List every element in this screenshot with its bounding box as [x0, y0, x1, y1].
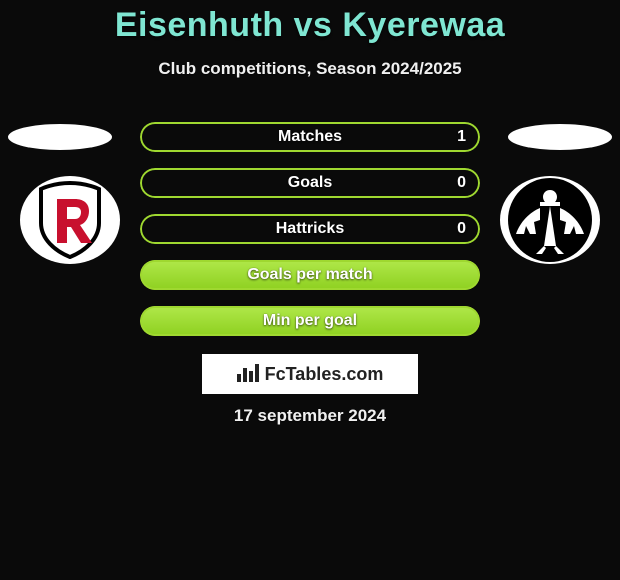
chart-icon [237, 362, 259, 387]
stat-label: Matches [140, 122, 480, 152]
team-right-crest [500, 176, 600, 264]
stat-row-hattricks: Hattricks 0 [140, 214, 480, 244]
stat-label: Min per goal [140, 306, 480, 336]
page-subtitle: Club competitions, Season 2024/2025 [0, 59, 620, 79]
stat-right-value: 1 [457, 122, 466, 152]
player-right-photo [508, 124, 612, 150]
team-left-crest [20, 176, 120, 264]
stat-label: Goals [140, 168, 480, 198]
stat-row-goals: Goals 0 [140, 168, 480, 198]
branding-text: FcTables.com [265, 364, 384, 385]
stat-label: Hattricks [140, 214, 480, 244]
stat-label: Goals per match [140, 260, 480, 290]
branding-link[interactable]: FcTables.com [202, 354, 418, 394]
stat-right-value: 0 [457, 214, 466, 244]
page-title: Eisenhuth vs Kyerewaa [0, 0, 620, 45]
stat-right-value: 0 [457, 168, 466, 198]
stats-container: Matches 1 Goals 0 Hattricks 0 Goals per … [140, 122, 480, 352]
date-label: 17 september 2024 [0, 406, 620, 426]
stat-row-matches: Matches 1 [140, 122, 480, 152]
stat-row-min-per-goal: Min per goal [140, 306, 480, 336]
player-left-photo [8, 124, 112, 150]
stat-row-goals-per-match: Goals per match [140, 260, 480, 290]
